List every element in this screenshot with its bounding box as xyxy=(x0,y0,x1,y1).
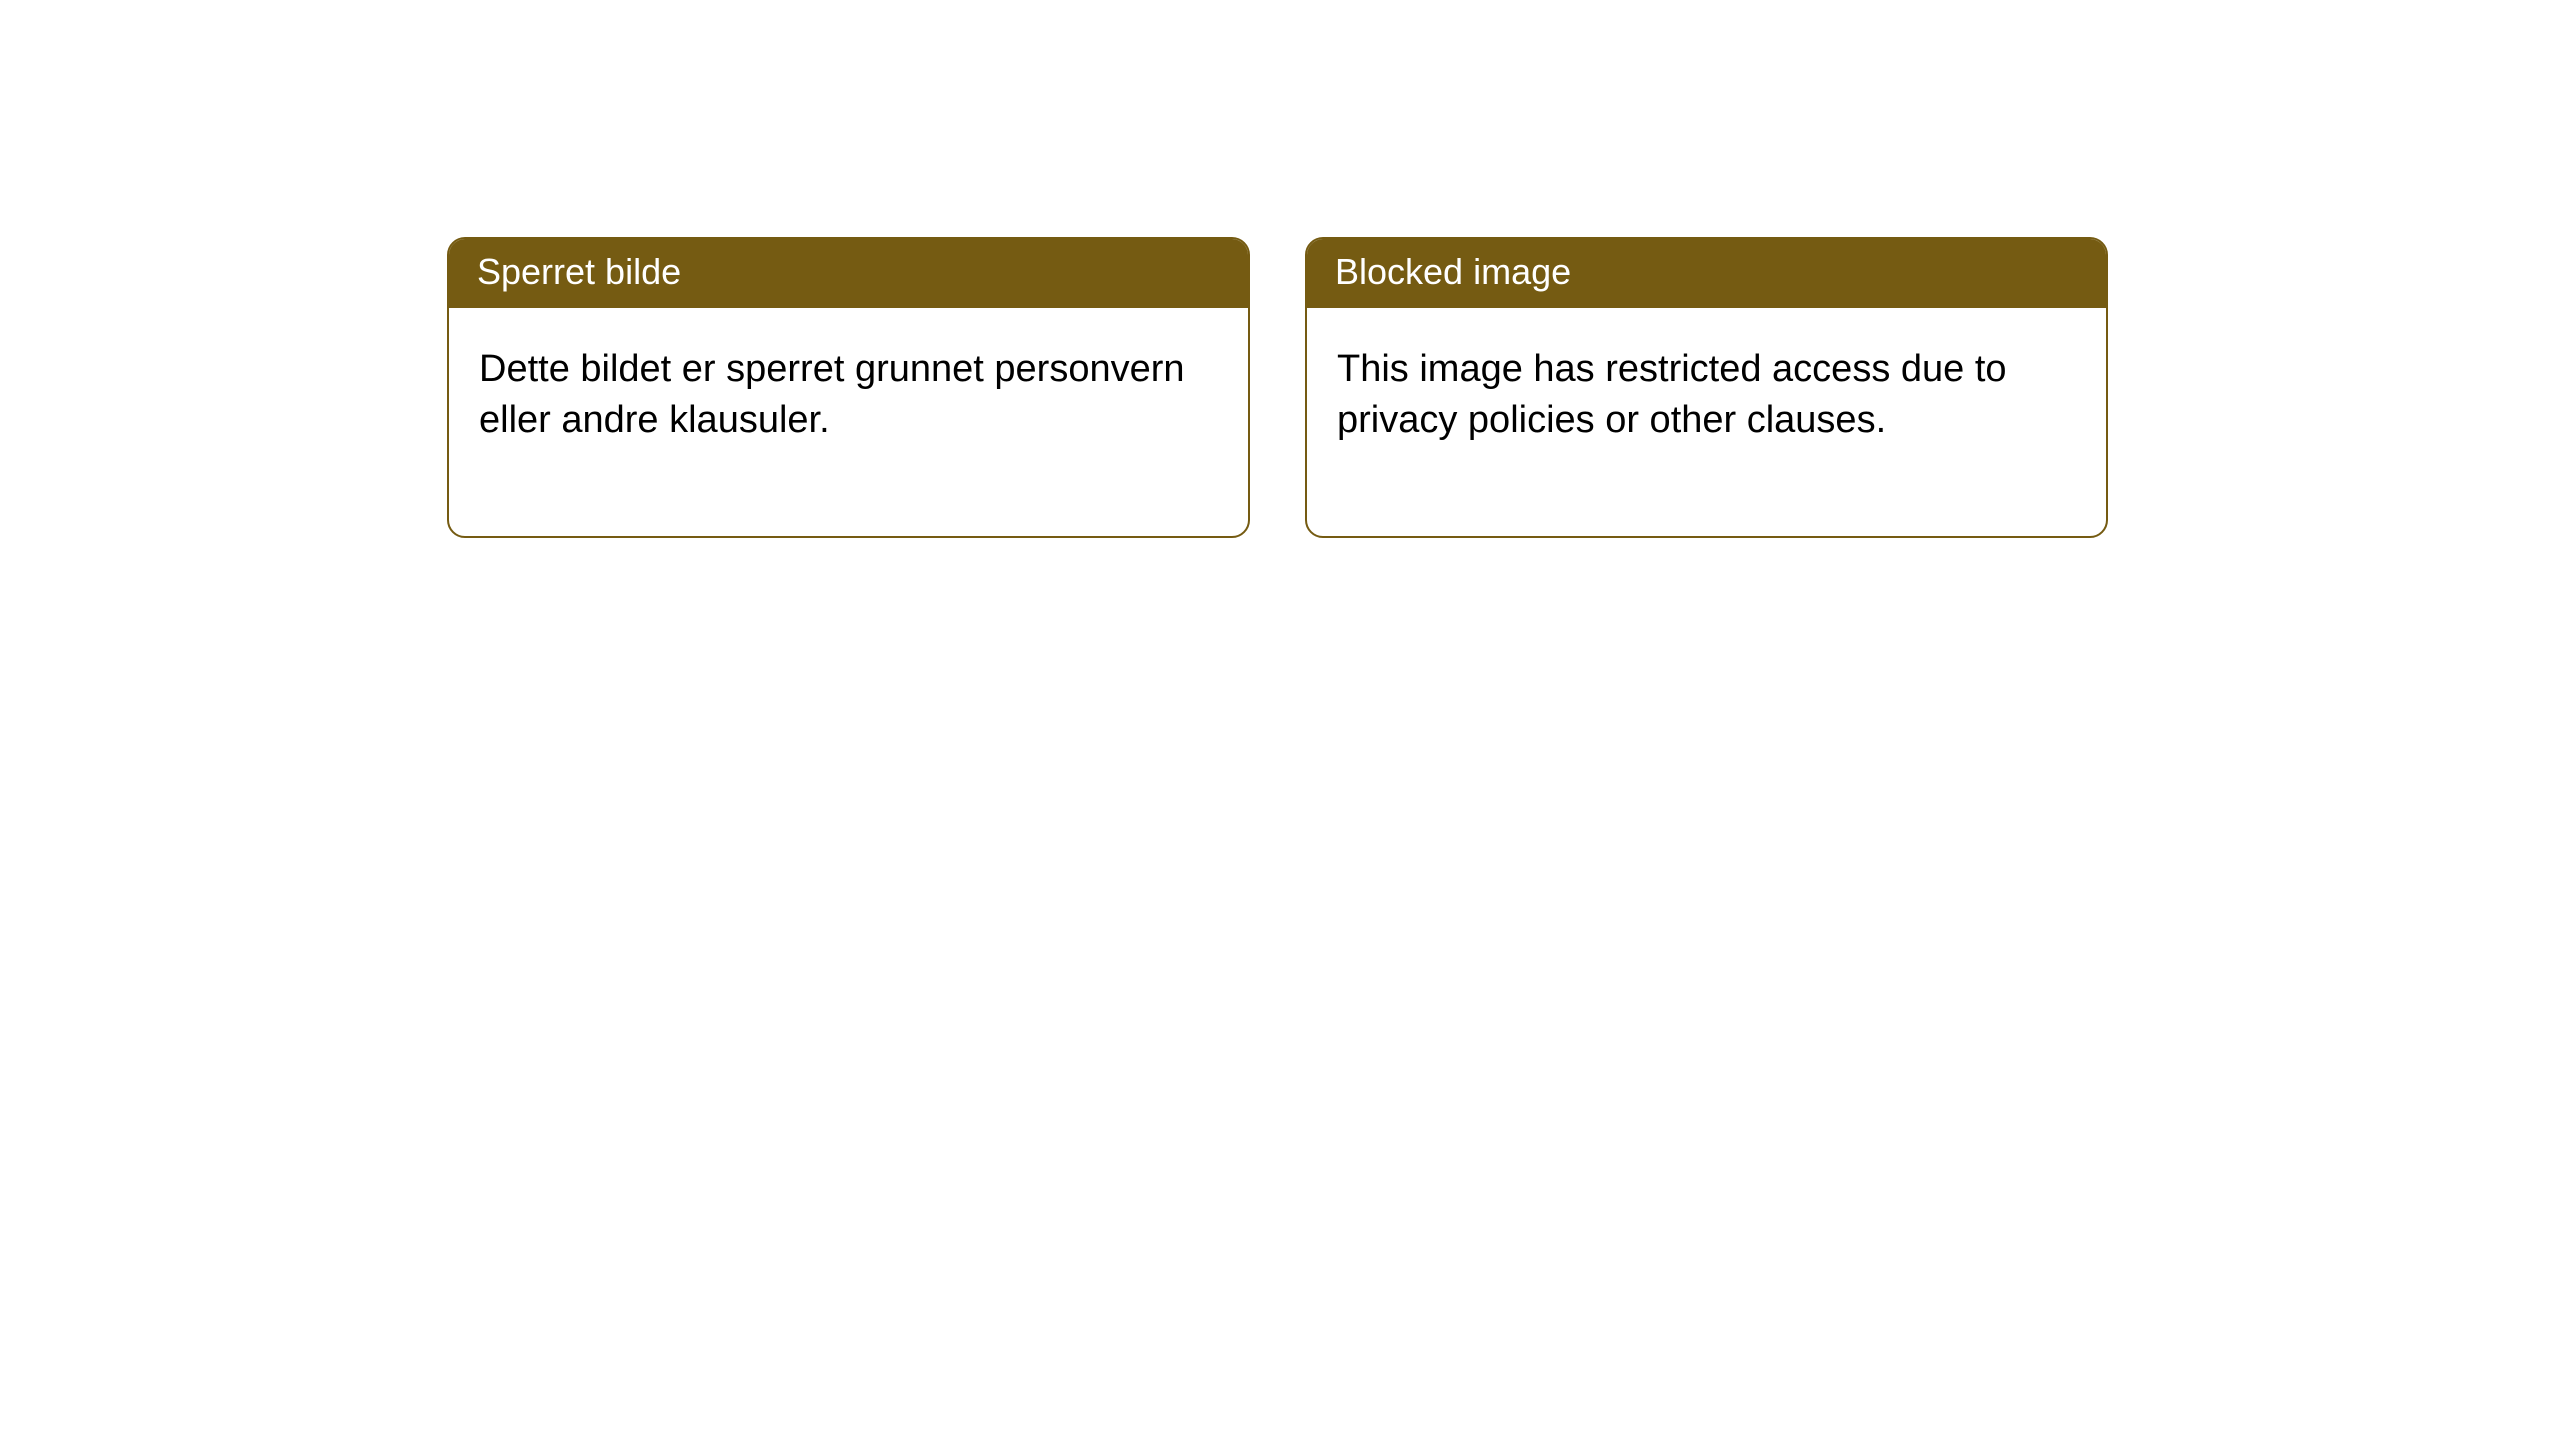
notice-card-norwegian: Sperret bilde Dette bildet er sperret gr… xyxy=(447,237,1250,538)
notice-card-english: Blocked image This image has restricted … xyxy=(1305,237,2108,538)
notice-container: Sperret bilde Dette bildet er sperret gr… xyxy=(0,0,2560,538)
notice-header: Blocked image xyxy=(1307,239,2106,308)
notice-body: Dette bildet er sperret grunnet personve… xyxy=(449,308,1248,537)
notice-body: This image has restricted access due to … xyxy=(1307,308,2106,537)
notice-header: Sperret bilde xyxy=(449,239,1248,308)
